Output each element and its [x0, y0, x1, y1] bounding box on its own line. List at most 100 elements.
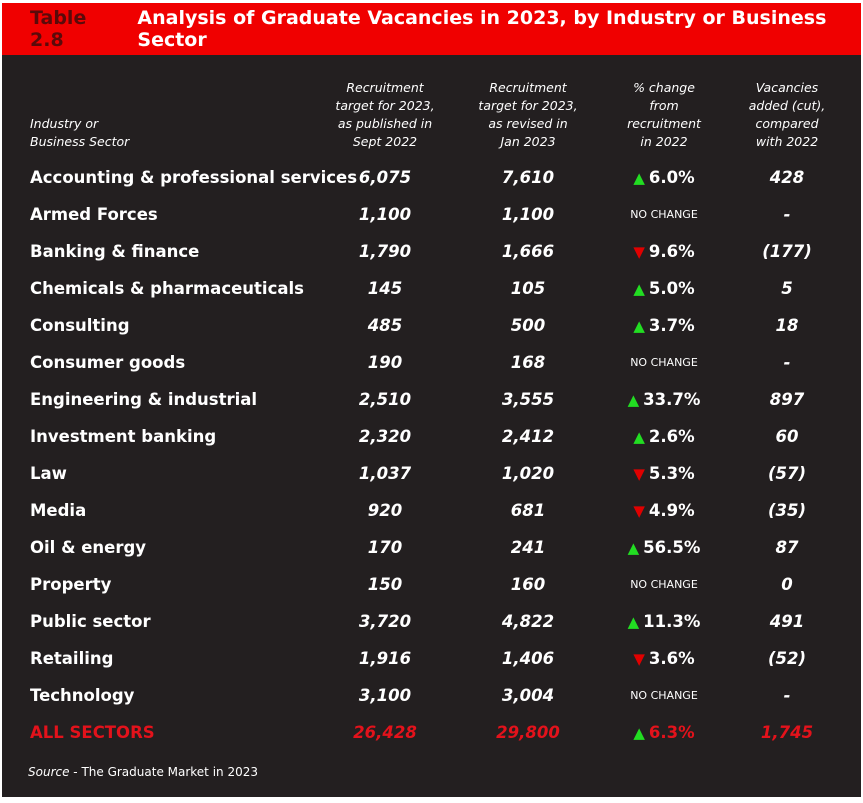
percent-change: ▼ 5.3%: [602, 455, 726, 493]
vacancies-added: -: [783, 205, 791, 224]
vacancies-added: (57): [767, 464, 807, 483]
sector-name: Retailing: [30, 649, 114, 668]
table-row: Chemicals & pharmaceuticals 145 105 ▲ 5.0% 5: [2, 270, 861, 307]
change-value: 4.9%: [648, 501, 695, 520]
change-value: 2.6%: [648, 427, 695, 446]
sector-name: Banking & finance: [30, 242, 200, 261]
table-row: Retailing 1,916 1,406 ▼ 3.6% (52): [2, 640, 861, 677]
published-target: 3,100: [358, 686, 412, 705]
revised-target: 3,004: [501, 686, 555, 705]
table-row: Law 1,037 1,020 ▼ 5.3% (57): [2, 455, 861, 492]
header-revised: Recruitment target for 2023, as revised …: [468, 79, 588, 151]
table-row: Accounting & professional services 6,075 7…: [2, 159, 861, 196]
header-added: Vacancies added (cut), compared with 202…: [727, 79, 847, 151]
header-line: with 2022: [755, 134, 819, 149]
no-change-label: NO CHANGE: [630, 356, 698, 369]
percent-change: ▲ 33.7%: [602, 381, 726, 419]
total-row: ALL SECTORS 26,428 29,800 ▲ 6.3% 1,745: [2, 714, 861, 751]
vacancies-added: 60: [775, 427, 799, 446]
table-row: Oil & energy 170 241 ▲ 56.5% 87: [2, 529, 861, 566]
revised-target: 1,666: [501, 242, 555, 261]
revised-target: 7,610: [501, 168, 555, 187]
sector-name: Public sector: [30, 612, 151, 631]
vacancies-added: (177): [762, 242, 812, 261]
header-line: Sept 2022: [352, 134, 418, 149]
table-row: Investment banking 2,320 2,412 ▲ 2.6% 60: [2, 418, 861, 455]
percent-change: ▲ 11.3%: [602, 603, 726, 641]
source-note: Source - The Graduate Market in 2023: [28, 765, 258, 779]
sector-name: Property: [30, 575, 112, 594]
source-label: Source: [28, 765, 70, 779]
table-row: Media 920 681 ▼ 4.9% (35): [2, 492, 861, 529]
vacancies-added: (52): [767, 649, 807, 668]
title-banner: Table 2.8 Analysis of Graduate Vacancies…: [2, 3, 861, 55]
triangle-up-icon: ▲: [633, 280, 645, 298]
vacancies-added: 18: [775, 316, 799, 335]
no-change-label: NO CHANGE: [630, 578, 698, 591]
published-target: 3,720: [358, 612, 412, 631]
published-target: 170: [367, 538, 403, 557]
header-line: Recruitment: [489, 80, 567, 95]
header-line: from: [649, 98, 679, 113]
table-row: Property 150 160 NO CHANGE 0: [2, 566, 861, 603]
vacancies-added: (35): [767, 501, 807, 520]
change-value: 6.0%: [648, 168, 695, 187]
published-target: 1,790: [358, 242, 412, 261]
sector-name: Technology: [30, 686, 135, 705]
percent-change: ▲ 6.0%: [602, 159, 726, 197]
revised-target: 1,020: [501, 464, 555, 483]
sector-name: Investment banking: [30, 427, 217, 446]
triangle-down-icon: ▼: [633, 502, 645, 520]
vacancies-added: 0: [781, 575, 793, 594]
vacancies-added: -: [783, 353, 791, 372]
percent-change: ▲ 5.0%: [602, 270, 726, 308]
sector-name: Consulting: [30, 316, 130, 335]
sector-name: Accounting & professional services: [30, 168, 358, 187]
header-line: Industry or: [30, 116, 99, 131]
no-change-label: NO CHANGE: [630, 208, 698, 221]
table-row: Armed Forces 1,100 1,100 NO CHANGE -: [2, 196, 861, 233]
change-value: 5.0%: [648, 279, 695, 298]
published-target: 150: [367, 575, 403, 594]
revised-target: 2,412: [501, 427, 555, 446]
table-panel: Industry or Business Sector Recruitment …: [2, 55, 861, 797]
header-line: target for 2023,: [335, 98, 435, 113]
revised-target: 160: [510, 575, 546, 594]
change-value: 3.6%: [648, 649, 695, 668]
published-target: 26,428: [353, 723, 417, 742]
triangle-down-icon: ▼: [633, 650, 645, 668]
change-value: 5.3%: [648, 464, 695, 483]
table-title: Analysis of Graduate Vacancies in 2023, …: [137, 7, 827, 51]
published-target: 1,916: [358, 649, 412, 668]
published-target: 920: [367, 501, 403, 520]
published-target: 1,037: [358, 464, 412, 483]
revised-target: 105: [510, 279, 546, 298]
triangle-up-icon: ▲: [627, 391, 640, 409]
sector-name: Media: [30, 501, 87, 520]
sector-name: Engineering & industrial: [30, 390, 258, 409]
published-target: 2,320: [358, 427, 412, 446]
percent-change: NO CHANGE: [602, 344, 726, 381]
revised-target: 1,100: [501, 205, 555, 224]
published-target: 190: [367, 353, 403, 372]
published-target: 145: [367, 279, 403, 298]
percent-change: NO CHANGE: [602, 677, 726, 714]
triangle-up-icon: ▲: [633, 317, 645, 335]
revised-target: 168: [510, 353, 546, 372]
triangle-down-icon: ▼: [633, 465, 645, 483]
vacancies-added: 87: [775, 538, 799, 557]
published-target: 6,075: [358, 168, 412, 187]
percent-change: ▼ 3.6%: [602, 640, 726, 678]
header-line: compared: [755, 116, 819, 131]
revised-target: 241: [510, 538, 546, 557]
no-change-label: NO CHANGE: [630, 689, 698, 702]
change-value: 3.7%: [648, 316, 695, 335]
vacancies-added: 428: [769, 168, 805, 187]
table-row: Consulting 485 500 ▲ 3.7% 18: [2, 307, 861, 344]
revised-target: 1,406: [501, 649, 555, 668]
header-line: as revised in: [488, 116, 568, 131]
vacancies-added: 5: [781, 279, 793, 298]
header-sector: Industry or Business Sector: [30, 115, 129, 151]
published-target: 2,510: [358, 390, 412, 409]
triangle-up-icon: ▲: [633, 724, 645, 742]
